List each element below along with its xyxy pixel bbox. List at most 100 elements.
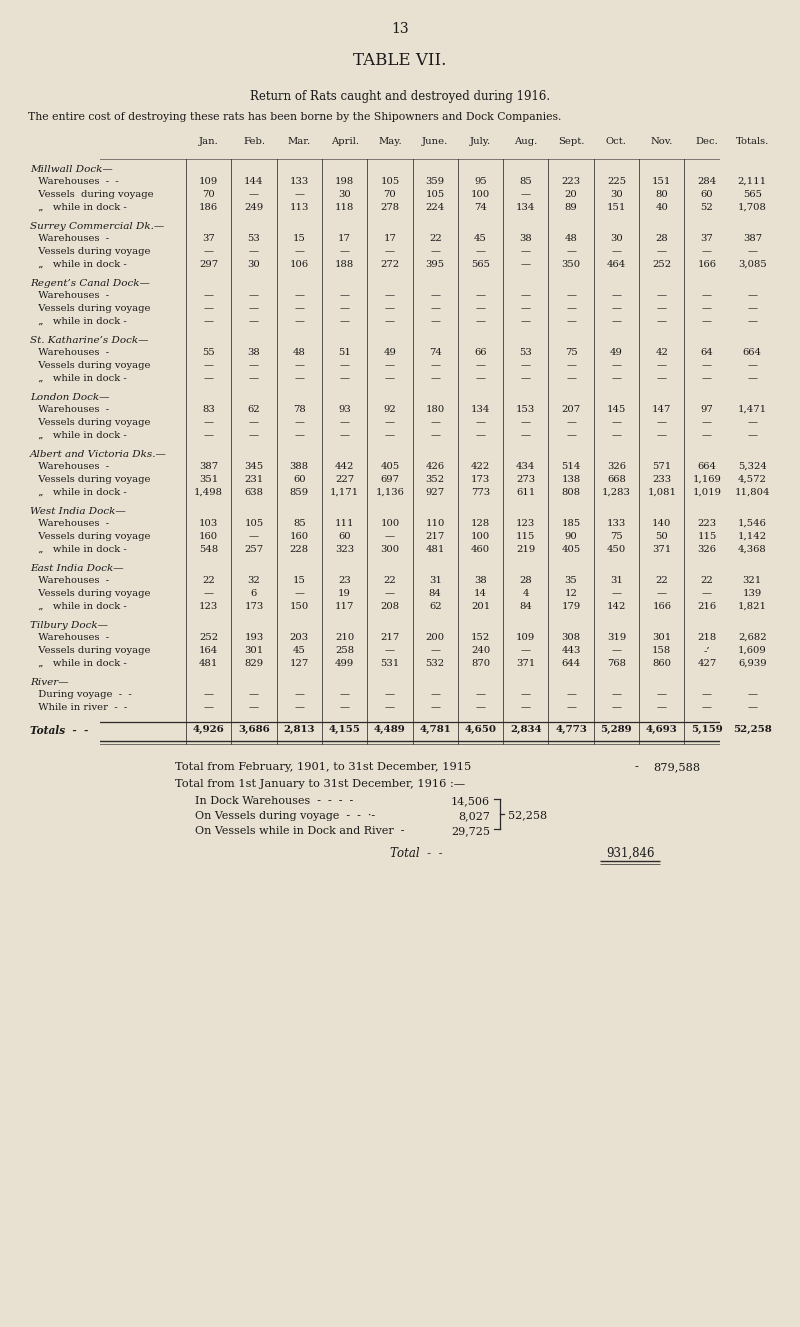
- Text: —: —: [475, 431, 486, 441]
- Text: 151: 151: [652, 176, 671, 186]
- Text: 193: 193: [244, 633, 263, 642]
- Text: 173: 173: [244, 602, 263, 610]
- Text: 62: 62: [248, 405, 260, 414]
- Text: 151: 151: [606, 203, 626, 212]
- Text: Mar.: Mar.: [288, 137, 311, 146]
- Text: 105: 105: [244, 519, 263, 528]
- Text: 3,085: 3,085: [738, 260, 766, 269]
- Text: —: —: [566, 247, 576, 256]
- Text: —: —: [657, 703, 666, 713]
- Text: —: —: [702, 690, 712, 699]
- Text: 74: 74: [429, 348, 442, 357]
- Text: 38: 38: [247, 348, 260, 357]
- Text: —: —: [475, 291, 486, 300]
- Text: —: —: [294, 431, 304, 441]
- Text: 150: 150: [290, 602, 309, 610]
- Text: 85: 85: [293, 519, 306, 528]
- Text: 75: 75: [610, 532, 622, 541]
- Text: May.: May.: [378, 137, 402, 146]
- Text: Warehouses  -: Warehouses -: [32, 234, 109, 243]
- Text: 422: 422: [471, 462, 490, 471]
- Text: 427: 427: [698, 660, 717, 667]
- Text: —: —: [657, 589, 666, 598]
- Text: —: —: [611, 361, 622, 370]
- Text: 100: 100: [471, 190, 490, 199]
- Text: 231: 231: [244, 475, 263, 484]
- Text: —: —: [521, 291, 531, 300]
- Text: Vessels during voyage: Vessels during voyage: [32, 247, 150, 256]
- Text: 50: 50: [655, 532, 668, 541]
- Text: 345: 345: [244, 462, 263, 471]
- Text: 100: 100: [380, 519, 399, 528]
- Text: —: —: [702, 247, 712, 256]
- Text: 140: 140: [652, 519, 671, 528]
- Text: 188: 188: [335, 260, 354, 269]
- Text: —: —: [702, 291, 712, 300]
- Text: —: —: [339, 703, 350, 713]
- Text: —: —: [747, 247, 758, 256]
- Text: —: —: [339, 291, 350, 300]
- Text: —: —: [611, 247, 622, 256]
- Text: —: —: [566, 361, 576, 370]
- Text: —: —: [747, 690, 758, 699]
- Text: —: —: [249, 532, 259, 541]
- Text: 405: 405: [562, 545, 581, 553]
- Text: —: —: [249, 374, 259, 384]
- Text: —: —: [249, 317, 259, 326]
- Text: 2,111: 2,111: [738, 176, 767, 186]
- Text: —: —: [747, 361, 758, 370]
- Text: —: —: [385, 247, 395, 256]
- Text: 84: 84: [429, 589, 442, 598]
- Text: 352: 352: [426, 475, 445, 484]
- Text: —: —: [204, 361, 214, 370]
- Text: 223: 223: [698, 519, 717, 528]
- Text: 123: 123: [516, 519, 535, 528]
- Text: 359: 359: [426, 176, 445, 186]
- Text: 52: 52: [701, 203, 714, 212]
- Text: 1,609: 1,609: [738, 646, 766, 656]
- Text: 109: 109: [516, 633, 535, 642]
- Text: 95: 95: [474, 176, 487, 186]
- Text: 52,258: 52,258: [733, 725, 772, 734]
- Text: 1,169: 1,169: [693, 475, 722, 484]
- Text: Oct.: Oct.: [606, 137, 627, 146]
- Text: 22: 22: [429, 234, 442, 243]
- Text: Millwall Dock—: Millwall Dock—: [30, 165, 113, 174]
- Text: —: —: [611, 317, 622, 326]
- Text: On Vessels during voyage  -  -  ·-: On Vessels during voyage - - ·-: [195, 811, 375, 821]
- Text: 4,650: 4,650: [465, 725, 497, 734]
- Text: 93: 93: [338, 405, 351, 414]
- Text: —: —: [611, 646, 622, 656]
- Text: 219: 219: [516, 545, 535, 553]
- Text: 90: 90: [565, 532, 578, 541]
- Text: —: —: [747, 291, 758, 300]
- Text: 28: 28: [519, 576, 532, 585]
- Text: 152: 152: [471, 633, 490, 642]
- Text: 110: 110: [426, 519, 445, 528]
- Text: 123: 123: [199, 602, 218, 610]
- Text: —: —: [294, 304, 304, 313]
- Text: 388: 388: [290, 462, 309, 471]
- Text: —: —: [521, 431, 531, 441]
- Text: —: —: [385, 690, 395, 699]
- Text: —: —: [385, 646, 395, 656]
- Text: 4,489: 4,489: [374, 725, 406, 734]
- Text: 532: 532: [426, 660, 445, 667]
- Text: —: —: [294, 247, 304, 256]
- Text: —: —: [611, 304, 622, 313]
- Text: —: —: [521, 260, 531, 269]
- Text: 6,939: 6,939: [738, 660, 766, 667]
- Text: 611: 611: [516, 488, 535, 498]
- Text: —: —: [566, 374, 576, 384]
- Text: —: —: [611, 374, 622, 384]
- Text: „   while in dock -: „ while in dock -: [32, 488, 126, 498]
- Text: —: —: [430, 646, 440, 656]
- Text: 142: 142: [606, 602, 626, 610]
- Text: —: —: [294, 690, 304, 699]
- Text: —: —: [339, 361, 350, 370]
- Text: 75: 75: [565, 348, 578, 357]
- Text: 450: 450: [606, 545, 626, 553]
- Text: 1,283: 1,283: [602, 488, 631, 498]
- Text: 301: 301: [244, 646, 263, 656]
- Text: The entire cost of destroying these rats has been borne by the Shipowners and Do: The entire cost of destroying these rats…: [28, 111, 562, 122]
